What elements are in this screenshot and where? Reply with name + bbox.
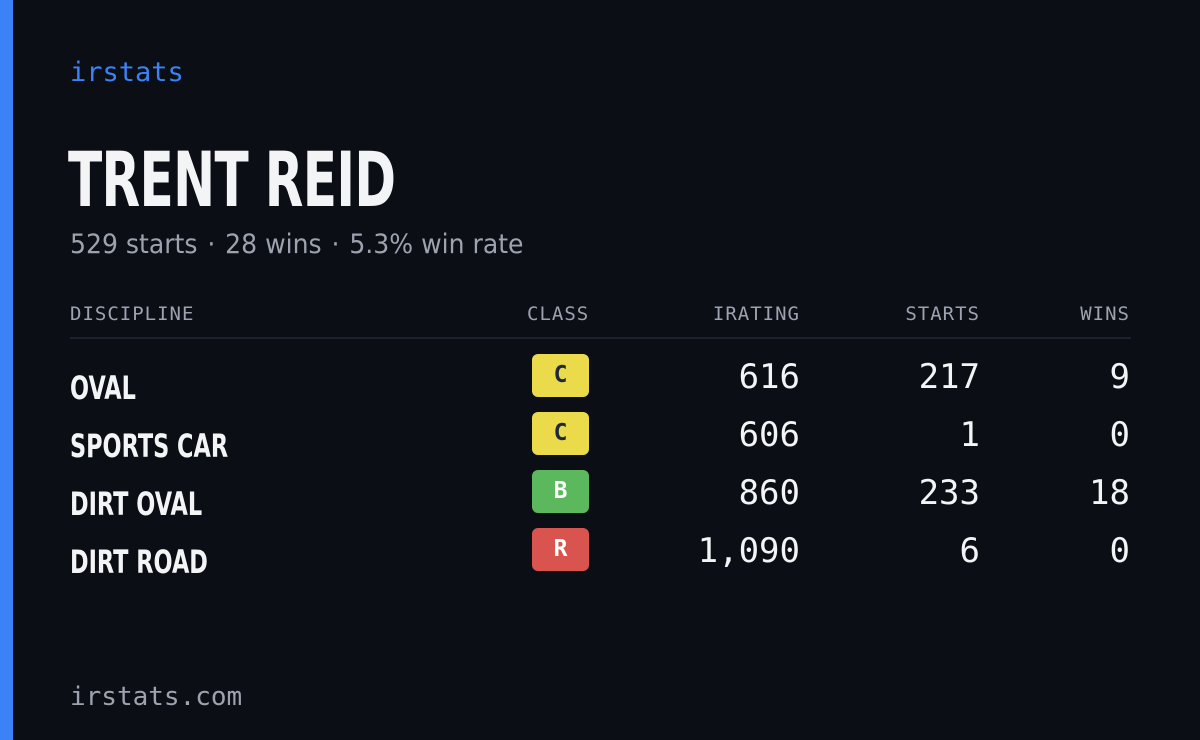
starts-value: 217 — [918, 357, 980, 397]
starts-value: 1 — [959, 415, 980, 455]
license-class-badge: B — [532, 470, 589, 513]
irating-value: 860 — [738, 473, 800, 513]
summary-separator: · — [331, 229, 340, 260]
table-body: OVAL C 616 217 9 SPORTS CAR C 606 1 0 DI… — [70, 354, 1131, 586]
table-header: DISCIPLINE CLASS IRATING STARTS WINS — [70, 296, 1131, 339]
driver-summary: 529 starts · 28 wins · 5.3% win rate — [70, 226, 524, 264]
table-row: OVAL C 616 217 9 — [70, 354, 1131, 412]
license-class-badge: C — [532, 354, 589, 397]
irating-value: 616 — [738, 357, 800, 397]
starts-value: 233 — [918, 473, 980, 513]
summary-win-rate: 5.3% win rate — [349, 229, 524, 260]
wins-value: 18 — [1089, 473, 1130, 513]
discipline-name: SPORTS CAR — [70, 427, 229, 465]
discipline-name: DIRT ROAD — [70, 543, 208, 581]
license-class-badge: C — [532, 412, 589, 455]
irating-value: 606 — [738, 415, 800, 455]
column-header-starts: STARTS — [905, 303, 980, 325]
license-class-badge: R — [532, 528, 589, 571]
irating-value: 1,090 — [697, 531, 800, 571]
footer-domain: irstats.com — [70, 682, 243, 712]
driver-name: TRENT REID — [68, 135, 396, 224]
starts-value: 6 — [959, 531, 980, 571]
summary-starts: 529 starts — [70, 229, 198, 260]
column-header-class: CLASS — [527, 303, 590, 325]
column-header-irating: IRATING — [712, 303, 800, 325]
wins-value: 9 — [1109, 357, 1130, 397]
wins-value: 0 — [1109, 415, 1130, 455]
wins-value: 0 — [1109, 531, 1130, 571]
brand-logo-text: irstats — [70, 57, 184, 88]
discipline-name: OVAL — [70, 369, 136, 407]
column-header-discipline: DISCIPLINE — [70, 303, 195, 325]
accent-bar — [0, 0, 13, 740]
summary-separator: · — [207, 229, 216, 260]
table-row: DIRT OVAL B 860 233 18 — [70, 470, 1131, 528]
discipline-stats-table: DISCIPLINE CLASS IRATING STARTS WINS OVA… — [70, 296, 1131, 586]
summary-wins: 28 wins — [225, 229, 322, 260]
column-header-wins: WINS — [1080, 303, 1130, 325]
discipline-name: DIRT OVAL — [70, 485, 203, 523]
table-row: DIRT ROAD R 1,090 6 0 — [70, 528, 1131, 586]
table-row: SPORTS CAR C 606 1 0 — [70, 412, 1131, 470]
